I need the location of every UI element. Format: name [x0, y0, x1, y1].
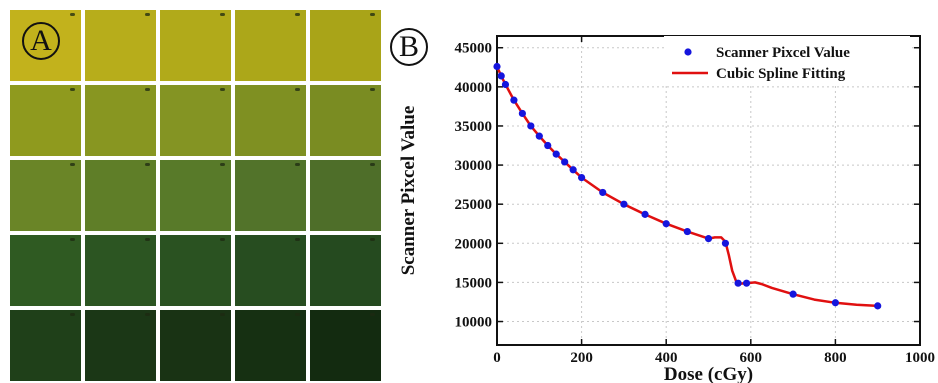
- film-swatch: [310, 85, 381, 156]
- y-tick-label: 15000: [455, 275, 493, 291]
- x-tick-label: 1000: [905, 350, 935, 366]
- data-point: [734, 279, 742, 287]
- swatch-mark: [295, 163, 300, 166]
- film-swatch: [85, 85, 156, 156]
- x-tick-label: 600: [740, 350, 763, 366]
- swatch-mark: [295, 13, 300, 16]
- film-swatch: [310, 10, 381, 81]
- film-swatch: [160, 160, 231, 231]
- y-tick-label: 45000: [455, 41, 493, 57]
- swatch-mark: [370, 238, 375, 241]
- swatch-mark: [70, 313, 75, 316]
- film-swatch: [160, 85, 231, 156]
- data-point: [620, 200, 628, 208]
- swatch-mark: [70, 163, 75, 166]
- swatch-mark: [370, 88, 375, 91]
- legend-box: [664, 36, 910, 84]
- film-swatch: [310, 235, 381, 306]
- data-point: [662, 220, 670, 228]
- data-point: [578, 173, 586, 182]
- swatch-mark: [295, 88, 300, 91]
- y-tick-label: 35000: [455, 119, 493, 135]
- data-point: [544, 141, 552, 150]
- data-point: [493, 62, 501, 71]
- data-point: [527, 122, 535, 130]
- data-point: [552, 150, 560, 158]
- y-tick-label: 25000: [455, 197, 493, 213]
- swatch-mark: [220, 163, 225, 166]
- swatch-mark: [220, 13, 225, 16]
- swatch-mark: [145, 13, 150, 16]
- data-point: [721, 239, 730, 247]
- film-swatch: [10, 160, 81, 231]
- x-axis-title: Dose (cGy): [664, 364, 753, 383]
- film-swatch: [10, 85, 81, 156]
- swatch-mark: [220, 238, 225, 241]
- spline-fit-line: [495, 65, 878, 308]
- film-swatch: [160, 310, 231, 381]
- swatch-mark: [145, 163, 150, 166]
- data-point: [831, 299, 839, 307]
- swatch-mark: [145, 88, 150, 91]
- swatch-mark: [295, 238, 300, 241]
- film-swatch: [10, 235, 81, 306]
- dose-response-chart: 1000015000200002500030000350004000045000…: [398, 35, 935, 383]
- legend-label-scatter: Scanner Pixcel Value: [716, 45, 850, 61]
- legend-marker-scatter: [684, 48, 692, 56]
- swatch-mark: [220, 313, 225, 316]
- data-point: [561, 158, 569, 166]
- film-swatch: [85, 235, 156, 306]
- data-point: [704, 235, 713, 243]
- x-tick-label: 200: [570, 350, 593, 366]
- swatch-mark: [70, 88, 75, 91]
- film-swatch: [160, 235, 231, 306]
- film-swatch-grid: [10, 10, 383, 383]
- data-point: [518, 109, 526, 118]
- data-point: [501, 80, 510, 89]
- data-point: [569, 166, 577, 174]
- film-swatch: [10, 310, 81, 381]
- y-tick-label: 30000: [455, 158, 493, 174]
- film-swatch: [235, 160, 306, 231]
- film-swatch: [160, 10, 231, 81]
- data-point: [510, 96, 518, 104]
- x-tick-label: 800: [824, 350, 847, 366]
- y-tick-label: 40000: [455, 80, 493, 96]
- film-swatch: [310, 310, 381, 381]
- y-tick-label: 10000: [455, 315, 493, 331]
- data-point: [742, 279, 751, 287]
- swatch-mark: [220, 88, 225, 91]
- swatch-mark: [370, 313, 375, 316]
- data-point: [535, 132, 543, 140]
- swatch-mark: [370, 13, 375, 16]
- swatch-mark: [145, 313, 150, 316]
- data-point: [789, 290, 797, 298]
- swatch-mark: [70, 13, 75, 16]
- film-swatch: [310, 160, 381, 231]
- x-tick-label: 0: [493, 350, 501, 366]
- data-point: [497, 72, 505, 80]
- data-point: [641, 210, 649, 218]
- film-swatch: [85, 160, 156, 231]
- y-axis-title: Scanner Pixcel Value: [398, 106, 419, 276]
- film-swatch: [235, 310, 306, 381]
- film-swatch: [85, 10, 156, 81]
- data-point: [599, 188, 607, 197]
- y-tick-label: 20000: [455, 236, 493, 252]
- swatch-mark: [370, 163, 375, 166]
- data-point: [683, 227, 691, 236]
- film-swatch: [235, 10, 306, 81]
- swatch-mark: [145, 238, 150, 241]
- film-swatch: [235, 85, 306, 156]
- film-swatch: [85, 310, 156, 381]
- swatch-mark: [70, 238, 75, 241]
- panel-label-a: A: [22, 22, 60, 60]
- swatch-mark: [295, 313, 300, 316]
- film-swatch: [235, 235, 306, 306]
- panel-label-b: B: [390, 28, 428, 66]
- data-point: [874, 302, 882, 310]
- x-tick-label: 400: [655, 350, 678, 366]
- legend-label-line: Cubic Spline Fitting: [716, 66, 846, 82]
